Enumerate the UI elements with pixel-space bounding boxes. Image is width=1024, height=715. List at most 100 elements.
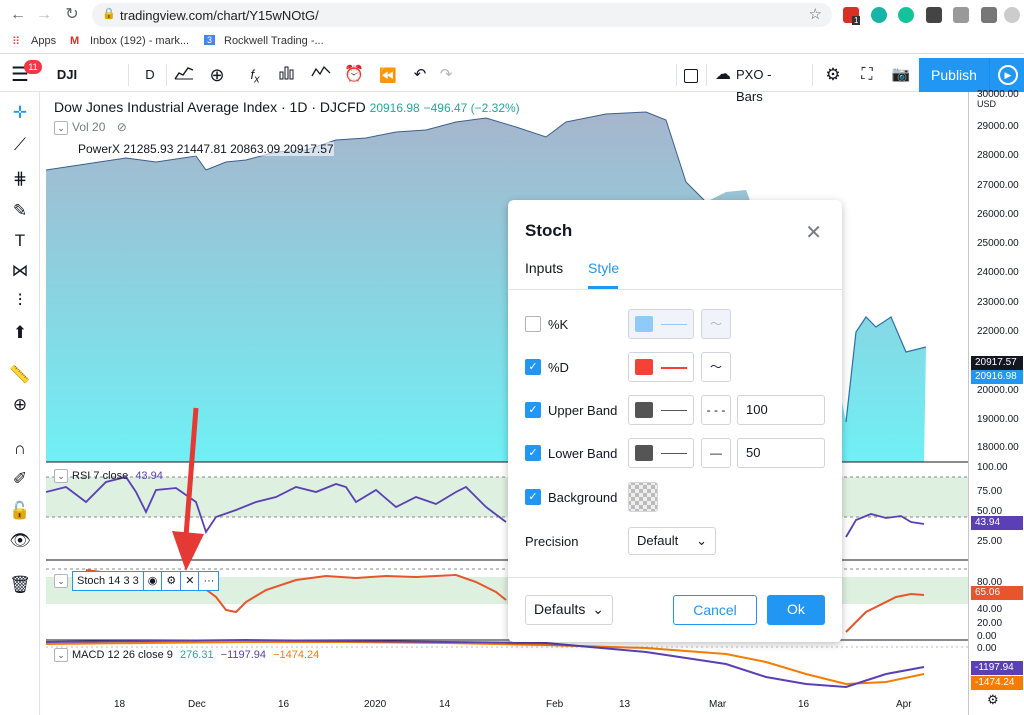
magnet-icon[interactable]: ∩ [13, 439, 27, 458]
chevron-down-icon[interactable]: ⌄ [54, 574, 68, 588]
precision-label: Precision [525, 534, 579, 549]
redo-icon[interactable]: ↷ [439, 66, 453, 83]
time-tick: Mar [709, 699, 727, 710]
plot-style-k[interactable]: 〜 [701, 309, 731, 339]
chevron-down-icon[interactable]: ⌄ [54, 648, 68, 662]
extension-icon[interactable] [953, 7, 969, 23]
checkbox-upper-band[interactable]: ✓ [525, 402, 541, 418]
close-icon[interactable]: ✕ [805, 222, 822, 244]
checkbox-lower-band[interactable]: ✓ [525, 445, 541, 461]
cancel-button[interactable]: Cancel [673, 595, 757, 625]
url-text: tradingview.com/chart/Y15wNOtG/ [120, 8, 319, 23]
rsi-line-right [845, 513, 925, 538]
line-style-upper-band[interactable]: - - - [701, 395, 731, 425]
lower-band-value-input[interactable]: 50 [737, 438, 825, 468]
row-label: Upper Band [548, 403, 618, 418]
ok-button[interactable]: Ok [767, 595, 825, 625]
more-icon[interactable]: ··· [198, 571, 220, 591]
address-bar[interactable]: 🔒 tradingview.com/chart/Y15wNOtG/ ☆ [92, 3, 832, 27]
indicators-icon[interactable]: fx [250, 67, 260, 86]
extension-icon[interactable] [926, 7, 942, 23]
color-picker-k[interactable] [628, 309, 694, 339]
eye-off-icon[interactable]: ⊘ [116, 120, 127, 134]
profile-avatar[interactable] [1004, 7, 1020, 23]
volume-legend[interactable]: ⌄ Vol 20 ⊘ [54, 120, 127, 135]
settings-gear-icon[interactable]: ⚙ [161, 571, 182, 591]
rsi-line [46, 475, 507, 535]
bookmark-rockwell[interactable]: Rockwell Trading -... [224, 35, 324, 47]
templates-icon[interactable] [276, 64, 298, 86]
background-color-picker[interactable] [628, 482, 658, 512]
eye-icon[interactable]: ◉ [142, 571, 163, 591]
row-upper-band: ✓ Upper Band [525, 395, 825, 425]
reload-icon[interactable]: ↻ [65, 6, 79, 23]
bookmark-star-icon[interactable]: ☆ [808, 6, 822, 23]
plot-style-d[interactable]: 〜 [701, 352, 731, 382]
defaults-dropdown[interactable]: Defaults ⌄ [525, 595, 613, 625]
zoom-in-icon[interactable]: ⊕ [12, 395, 28, 414]
ruler-icon[interactable]: 📏 [9, 365, 31, 384]
interval-selector[interactable]: D [145, 67, 155, 82]
publish-button[interactable]: Publish [919, 58, 989, 92]
rsi-legend[interactable]: ⌄ RSI 7 close 43.94 [54, 469, 163, 483]
bookmark-apps[interactable]: Apps [31, 35, 57, 47]
color-picker-lower-band[interactable] [628, 438, 694, 468]
financials-icon[interactable] [310, 64, 332, 86]
macd-label: MACD 12 26 close 9 [72, 648, 173, 661]
axis-settings-gear-icon[interactable]: ⚙ [987, 692, 999, 707]
time-tick: Feb [546, 699, 564, 710]
brush-icon[interactable]: ✎ [12, 201, 28, 220]
pattern-icon[interactable]: ⋈ [11, 261, 29, 280]
color-picker-upper-band[interactable] [628, 395, 694, 425]
stay-drawing-icon[interactable]: ✐ [12, 469, 28, 488]
settings-gear-icon[interactable]: ⚙ [825, 65, 841, 84]
line-style-lower-band[interactable]: — [701, 438, 731, 468]
precision-select[interactable]: Default ⌄ [628, 527, 716, 555]
forward-icon[interactable]: → [36, 6, 52, 23]
time-tick: 18 [114, 699, 126, 710]
grammarly-icon[interactable] [898, 7, 914, 23]
prediction-icon[interactable]: ⫶ [17, 291, 23, 310]
time-axis[interactable]: 18 Dec 16 2020 14 Feb 13 Mar 16 Apr [46, 697, 968, 715]
alert-clock-icon[interactable]: ⏰ [344, 66, 364, 83]
bookmark-inbox[interactable]: Inbox (192) - mark... [90, 35, 190, 47]
lock-drawings-icon[interactable]: 🔓 [9, 501, 31, 520]
checkbox-d[interactable]: ✓ [525, 359, 541, 375]
price-tick: 26000.00 [977, 209, 1019, 220]
play-stream-button[interactable]: ▶ [989, 58, 1024, 92]
replay-icon[interactable]: ⏪ [379, 67, 397, 83]
macd-legend[interactable]: ⌄ MACD 12 26 close 9 276.31 −1197.94 −147… [54, 648, 319, 662]
hide-drawings-icon[interactable]: 👁 [9, 531, 31, 550]
back-icon[interactable]: ← [10, 6, 26, 23]
price-axis[interactable]: USD 30000.00 29000.00 28000.00 27000.00 … [968, 89, 1024, 715]
extension-icon[interactable] [981, 7, 997, 23]
chevron-down-icon[interactable]: ⌄ [54, 120, 68, 135]
chart-style-icon[interactable] [172, 64, 196, 86]
stoch-legend[interactable]: ⌄ Stoch 14 3 3 ◉ ⚙ ✕ ··· [54, 571, 220, 591]
arrow-up-icon[interactable]: ⬆ [12, 323, 28, 342]
compare-add-icon[interactable]: ⊕ [209, 65, 225, 85]
checkbox-background[interactable]: ✓ [525, 489, 541, 505]
color-picker-d[interactable] [628, 352, 694, 382]
cloud-icon[interactable]: ☁ [715, 66, 731, 83]
trendline-icon[interactable]: ⟋ [14, 135, 26, 154]
undo-icon[interactable]: ↶ [413, 66, 427, 83]
tab-style[interactable]: Style [588, 260, 620, 276]
upper-band-value-input[interactable]: 100 [737, 395, 825, 425]
trash-icon[interactable]: 🗑 [9, 575, 31, 594]
chevron-down-icon[interactable]: ⌄ [54, 469, 68, 483]
fib-tools-icon[interactable]: ⋕ [12, 169, 28, 188]
price-tick: 25000.00 [977, 238, 1019, 249]
apps-grid-icon[interactable]: ⠿ [12, 36, 21, 48]
symbol-search[interactable]: DJI [56, 67, 78, 82]
layout-name[interactable]: PXO - Bars [736, 67, 772, 104]
camera-icon[interactable]: 📷 [891, 66, 911, 83]
text-tool-icon[interactable]: T [14, 231, 26, 250]
fullscreen-icon[interactable]: ⛶ [861, 66, 873, 83]
checkbox-k[interactable] [525, 316, 541, 332]
tab-inputs[interactable]: Inputs [525, 260, 564, 276]
stoch-label[interactable]: Stoch 14 3 3 [72, 571, 144, 591]
extension-icon[interactable] [871, 7, 887, 23]
fullscreen-square-icon[interactable] [682, 64, 700, 86]
crosshair-icon[interactable]: ✛ [12, 103, 28, 122]
